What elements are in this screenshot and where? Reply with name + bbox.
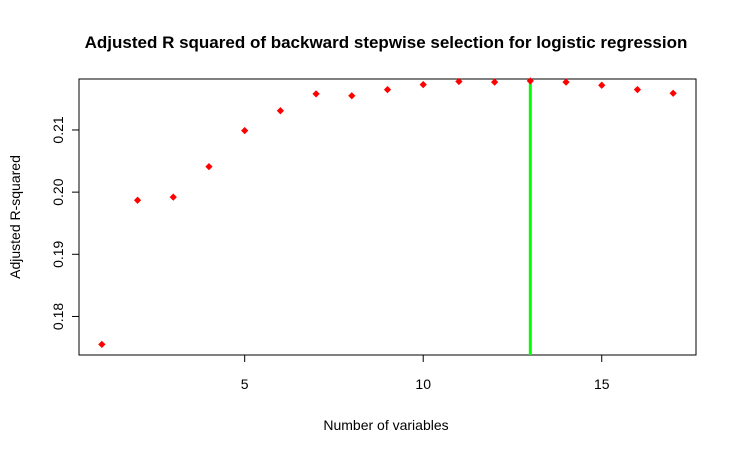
data-point xyxy=(633,85,642,94)
data-point xyxy=(598,81,606,89)
data-point xyxy=(169,193,177,201)
data-point xyxy=(419,80,427,89)
x-axis: 5 10 15 xyxy=(241,354,610,392)
x-tick-label: 5 xyxy=(241,376,249,392)
chart-title: Adjusted R squared of backward stepwise … xyxy=(85,33,688,52)
data-point xyxy=(98,340,106,349)
data-point xyxy=(312,90,320,98)
data-points xyxy=(98,77,677,349)
data-point xyxy=(133,196,142,204)
y-axis: 0.18 0.19 0.20 0.21 xyxy=(50,116,80,330)
y-axis-label: Adjusted R-squared xyxy=(7,155,23,279)
data-point xyxy=(383,85,392,94)
data-point xyxy=(276,107,285,115)
data-point xyxy=(669,89,677,97)
data-point xyxy=(205,163,213,171)
y-tick-label: 0.19 xyxy=(50,240,66,267)
y-tick-label: 0.21 xyxy=(50,116,66,143)
plot-frame xyxy=(78,78,697,356)
y-tick-label: 0.20 xyxy=(50,178,66,205)
x-axis-label: Number of variables xyxy=(323,417,448,433)
data-point xyxy=(241,126,249,135)
x-tick-label: 15 xyxy=(594,376,610,392)
data-point xyxy=(490,78,499,86)
x-tick-label: 10 xyxy=(415,376,431,392)
data-point xyxy=(562,78,570,86)
y-tick-label: 0.18 xyxy=(50,303,66,330)
data-point xyxy=(348,92,356,100)
data-point xyxy=(526,77,534,85)
data-point xyxy=(455,77,463,86)
